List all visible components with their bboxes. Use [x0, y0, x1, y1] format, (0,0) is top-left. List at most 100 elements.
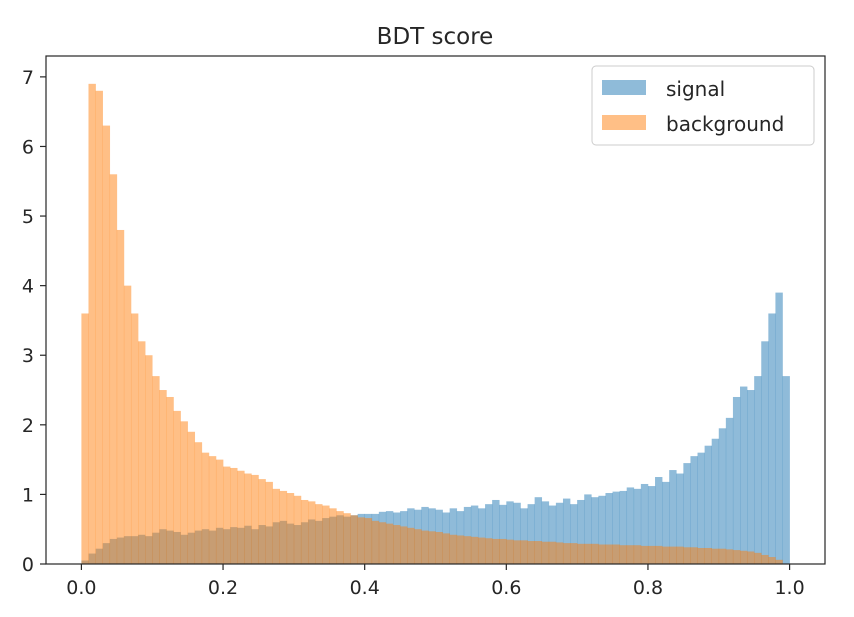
bar-signal	[463, 506, 472, 564]
bar-background	[350, 515, 358, 564]
bar-background	[336, 511, 344, 564]
bar-signal	[527, 504, 535, 564]
bar-background	[166, 396, 174, 564]
bar-background	[187, 431, 196, 564]
bar-background	[223, 466, 231, 564]
bar-background	[244, 473, 252, 564]
bar-background	[251, 474, 259, 564]
bar-background	[506, 539, 514, 564]
bar-signal	[782, 376, 790, 564]
bar-signal	[548, 505, 557, 564]
bar-signal	[534, 497, 543, 564]
bar-signal	[704, 445, 712, 564]
bar-background	[265, 481, 273, 564]
bar-background	[237, 470, 245, 564]
bar-signal	[740, 386, 748, 564]
bar-background	[463, 536, 472, 564]
bar-background	[775, 559, 783, 564]
bar-background	[414, 529, 422, 564]
bar-background	[102, 125, 111, 564]
bar-background	[279, 490, 288, 564]
bar-background	[300, 499, 309, 564]
bar-background	[428, 531, 436, 564]
bar-background	[732, 550, 741, 564]
bar-background	[697, 547, 705, 564]
bar-signal	[662, 481, 670, 564]
legend-box	[591, 65, 815, 146]
bar-signal	[633, 488, 642, 564]
bar-background	[272, 488, 280, 564]
y-tick-label: 2	[22, 415, 34, 437]
bar-background	[470, 536, 479, 564]
bar-signal	[513, 502, 521, 564]
bar-background	[208, 456, 217, 564]
bar-signal	[506, 501, 514, 564]
bar-signal	[683, 463, 691, 564]
bar-background	[322, 505, 330, 564]
bar-background	[81, 313, 89, 564]
bar-signal	[492, 499, 500, 564]
bar-background	[407, 527, 415, 564]
bar-background	[612, 544, 620, 564]
bar-background	[570, 543, 578, 564]
bar-background	[655, 545, 663, 564]
bar-background	[258, 479, 266, 564]
bar-signal	[754, 376, 762, 564]
bar-background	[520, 540, 528, 564]
legend-label-signal: signal	[666, 77, 725, 101]
bar-background	[591, 543, 599, 564]
bar-background	[173, 410, 181, 564]
bar-signal	[477, 508, 486, 564]
bar-background	[534, 541, 543, 564]
bar-signal	[591, 497, 599, 564]
y-tick-label: 4	[22, 276, 34, 298]
bar-signal	[711, 438, 720, 564]
bar-background	[109, 174, 118, 564]
x-tick-label: 0.0	[66, 577, 96, 599]
bar-background	[357, 517, 365, 564]
y-tick-label: 3	[22, 345, 34, 367]
plot-area-frame	[45, 55, 826, 565]
bar-background	[442, 533, 450, 564]
bar-background	[718, 548, 727, 564]
bar-background	[562, 543, 571, 564]
bar-signal	[598, 495, 606, 564]
bar-background	[393, 525, 401, 564]
bar-background	[308, 501, 316, 564]
bar-background	[647, 545, 656, 564]
legend: signal background	[591, 65, 815, 146]
bar-signal	[612, 491, 620, 564]
bar-background	[485, 538, 493, 564]
bar-background	[598, 544, 606, 564]
bar-signal	[732, 396, 741, 564]
bar-background	[669, 546, 677, 564]
bar-background	[400, 526, 408, 564]
bar-background	[768, 557, 776, 564]
bar-background	[152, 376, 160, 564]
bar-signal	[605, 493, 613, 564]
bar-background	[584, 543, 592, 564]
bar-background	[315, 504, 323, 564]
bar-background	[577, 543, 585, 564]
bar-background	[640, 545, 649, 564]
bar-signal	[669, 470, 677, 564]
bar-signal	[562, 498, 571, 564]
bar-background	[527, 541, 535, 564]
bar-background	[492, 538, 500, 564]
bar-signal	[485, 504, 493, 564]
bar-signal	[626, 487, 635, 564]
bar-background	[449, 534, 458, 564]
x-tick-label: 0.4	[350, 577, 380, 599]
bar-background	[690, 547, 698, 564]
bar-background	[123, 285, 132, 564]
bar-background	[230, 467, 238, 564]
bar-signal	[647, 486, 656, 564]
chart-title: BDT score	[377, 24, 494, 50]
bar-background	[293, 495, 302, 564]
bar-signal	[697, 452, 705, 564]
legend-swatch-signal	[602, 80, 646, 95]
bar-background	[499, 538, 507, 564]
bar-background	[130, 313, 139, 564]
bar-signal	[584, 494, 592, 564]
